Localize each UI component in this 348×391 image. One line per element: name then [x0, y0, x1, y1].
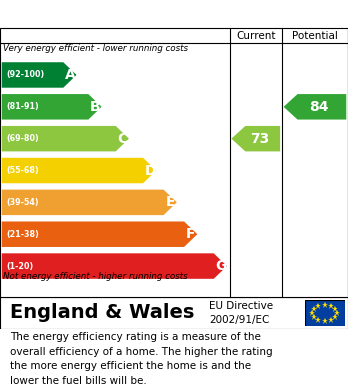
- Polygon shape: [2, 253, 227, 279]
- Polygon shape: [2, 62, 77, 88]
- Text: F: F: [186, 227, 195, 241]
- Text: (81-91): (81-91): [6, 102, 39, 111]
- Polygon shape: [284, 94, 346, 120]
- Polygon shape: [2, 221, 197, 247]
- Text: G: G: [215, 259, 227, 273]
- Text: (1-20): (1-20): [6, 262, 33, 271]
- Text: B: B: [90, 100, 101, 114]
- Text: C: C: [118, 132, 128, 146]
- Polygon shape: [2, 94, 102, 120]
- Text: E: E: [165, 196, 175, 209]
- Text: Current: Current: [236, 30, 276, 41]
- Text: Potential: Potential: [292, 30, 338, 41]
- Polygon shape: [231, 126, 280, 151]
- Text: EU Directive
2002/91/EC: EU Directive 2002/91/EC: [209, 301, 273, 325]
- Text: 84: 84: [309, 100, 328, 114]
- Text: Energy Efficiency Rating: Energy Efficiency Rating: [9, 5, 249, 23]
- Text: Very energy efficient - lower running costs: Very energy efficient - lower running co…: [3, 44, 189, 53]
- Polygon shape: [2, 126, 129, 151]
- Text: England & Wales: England & Wales: [10, 303, 195, 323]
- Polygon shape: [2, 158, 156, 183]
- Text: (55-68): (55-68): [6, 166, 39, 175]
- Text: D: D: [145, 163, 156, 178]
- Text: A: A: [65, 68, 76, 82]
- Text: (92-100): (92-100): [6, 70, 44, 79]
- Text: The energy efficiency rating is a measure of the
overall efficiency of a home. T: The energy efficiency rating is a measur…: [10, 332, 273, 386]
- Text: Not energy efficient - higher running costs: Not energy efficient - higher running co…: [3, 272, 188, 281]
- Text: (69-80): (69-80): [6, 134, 39, 143]
- Text: (21-38): (21-38): [6, 230, 39, 239]
- Polygon shape: [2, 190, 177, 215]
- Text: 73: 73: [250, 132, 269, 146]
- Text: (39-54): (39-54): [6, 198, 39, 207]
